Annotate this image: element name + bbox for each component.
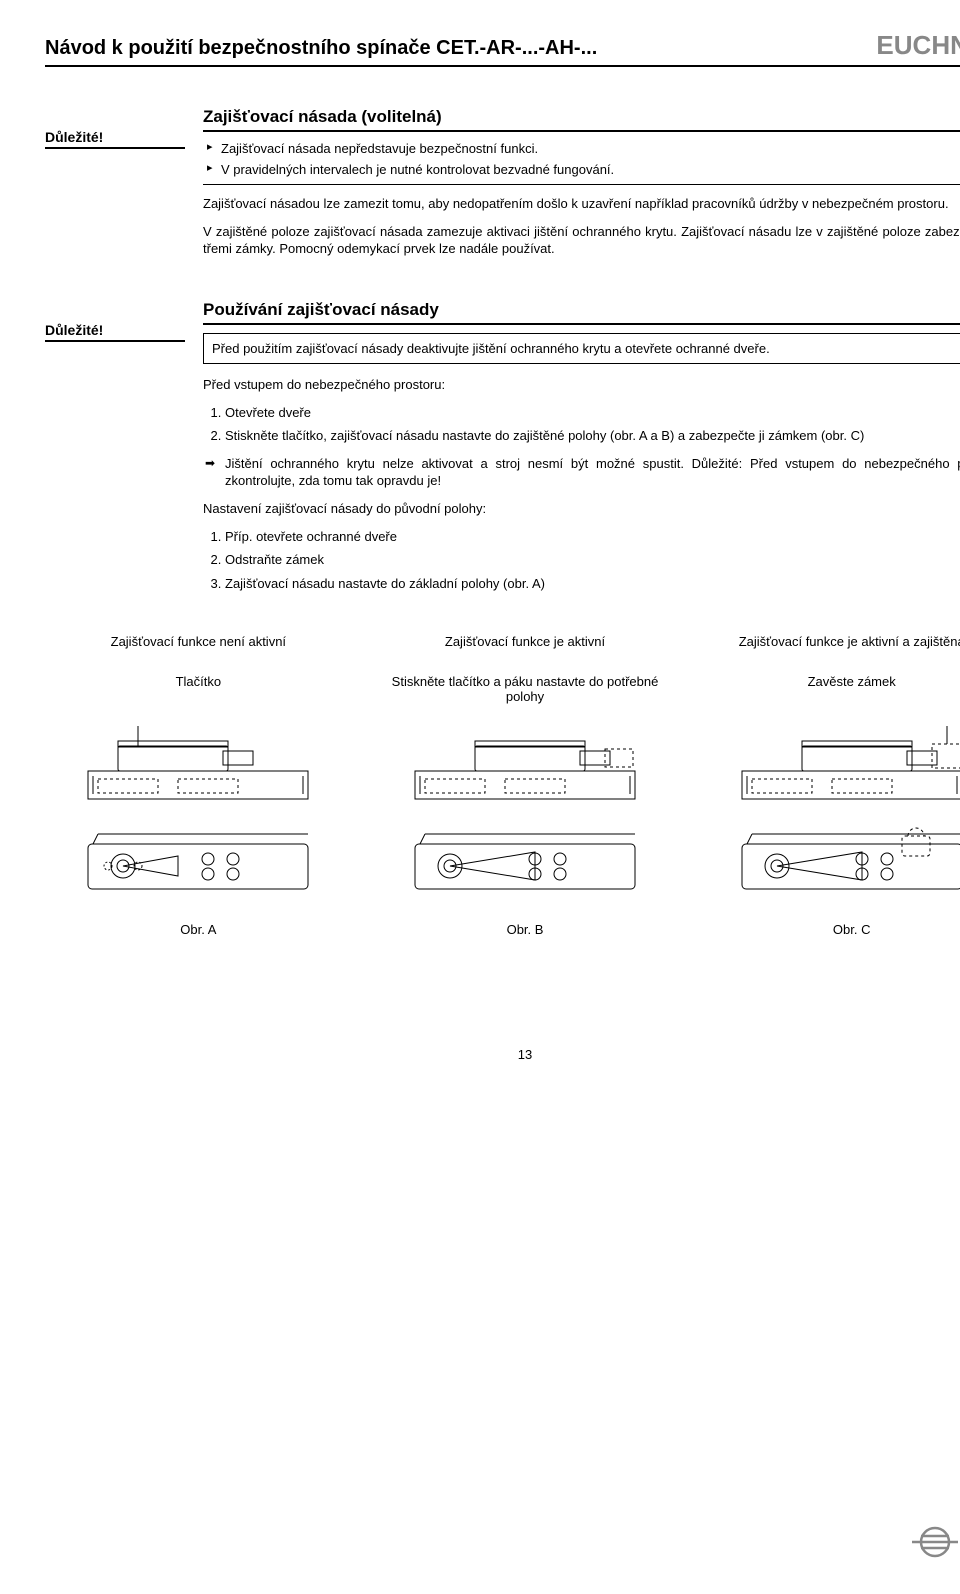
side-view-drawing-b <box>405 824 645 904</box>
section-lockout-optional: Důležité! Zajišťovací násada (volitelná)… <box>45 107 960 268</box>
figure-subtitle: Stiskněte tlačítko a páku nastavte do po… <box>372 674 679 708</box>
important-label: Důležité! <box>45 322 185 342</box>
page-header: Návod k použití bezpečnostního spínače C… <box>45 30 960 67</box>
top-view-drawing-b <box>405 716 645 806</box>
side-view-drawing-c <box>732 824 960 904</box>
figure-col-b: Zajišťovací funkce je aktivní Stiskněte … <box>372 634 679 937</box>
paragraph: Zajišťovací násadou lze zamezit tomu, ab… <box>203 195 960 213</box>
list-item: Otevřete dveře <box>225 404 960 422</box>
section-heading: Zajišťovací násada (volitelná) <box>203 107 960 132</box>
figure-title: Zajišťovací funkce je aktivní a zajištěn… <box>698 634 960 668</box>
euchner-footer-icon <box>910 1524 960 1560</box>
figure-title: Zajišťovací funkce je aktivní <box>372 634 679 668</box>
warning-box: Před použitím zajišťovací násady deaktiv… <box>203 333 960 365</box>
paragraph: Nastavení zajišťovací násady do původní … <box>203 500 960 518</box>
brand-logo: EUCHNER <box>876 30 960 61</box>
figure-col-c: Zajišťovací funkce je aktivní a zajištěn… <box>698 634 960 937</box>
figure-subtitle: Zavěste zámek <box>698 674 960 708</box>
page-number: 13 <box>45 1047 960 1062</box>
list-item: Příp. otevřete ochranné dveře <box>225 528 960 546</box>
result-note: Jištění ochranného krytu nelze aktivovat… <box>203 455 960 490</box>
bullet-list: Zajišťovací násada nepředstavuje bezpečn… <box>203 140 960 178</box>
ordered-list: Otevřete dveře Stiskněte tlačítko, zajiš… <box>203 404 960 445</box>
list-item: Stiskněte tlačítko, zajišťovací násadu n… <box>225 427 960 445</box>
figures-row: Zajišťovací funkce není aktivní Tlačítko <box>45 634 960 937</box>
figure-label: Obr. A <box>45 922 352 937</box>
list-item: Zajišťovací násadu nastavte do základní … <box>225 575 960 593</box>
doc-title: Návod k použití bezpečnostního spínače C… <box>45 37 597 60</box>
paragraph: V zajištěné poloze zajišťovací násada za… <box>203 223 960 258</box>
top-view-drawing-a <box>78 716 318 806</box>
figure-label: Obr. C <box>698 922 960 937</box>
section-using-lockout: Důležité! Používání zajišťovací násady P… <box>45 300 960 602</box>
important-label: Důležité! <box>45 129 185 149</box>
figure-subtitle: Tlačítko <box>45 674 352 708</box>
top-view-drawing-c <box>732 716 960 806</box>
list-item: Odstraňte zámek <box>225 551 960 569</box>
bullet-item: Zajišťovací násada nepředstavuje bezpečn… <box>207 140 960 158</box>
figure-title: Zajišťovací funkce není aktivní <box>45 634 352 668</box>
bullet-item: V pravidelných intervalech je nutné kont… <box>207 161 960 179</box>
figure-label: Obr. B <box>372 922 679 937</box>
paragraph: Před vstupem do nebezpečného prostoru: <box>203 376 960 394</box>
divider <box>203 184 960 185</box>
figure-col-a: Zajišťovací funkce není aktivní Tlačítko <box>45 634 352 937</box>
section-heading: Používání zajišťovací násady <box>203 300 960 325</box>
side-view-drawing-a <box>78 824 318 904</box>
ordered-list: Příp. otevřete ochranné dveře Odstraňte … <box>203 528 960 593</box>
